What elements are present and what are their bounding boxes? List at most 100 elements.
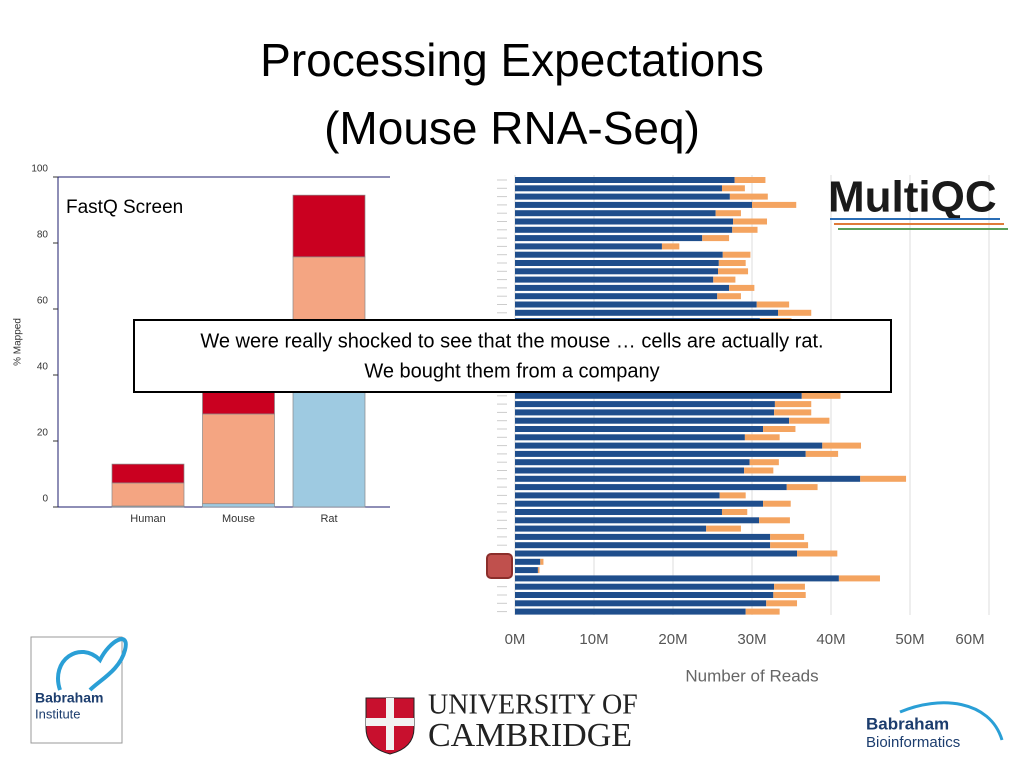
bar-segment [702,235,730,242]
x-tick-label: Human [130,513,165,525]
bar-segment [752,201,797,208]
bar-segment [515,301,757,308]
bar-segment [722,251,751,258]
bar-segment [515,434,745,441]
bar-segment [515,268,719,275]
bar-segment [756,301,790,308]
logo-text: Babraham [866,714,949,733]
bar-segment [515,517,760,524]
bar-segment [515,218,734,225]
x-tick-label: Mouse [222,513,255,525]
y-tick-label: 100 [31,164,48,175]
bar-segment [729,284,755,291]
slide-title: (Mouse RNA-Seq) [324,102,700,154]
bar-segment [515,450,806,457]
bar-segment [733,218,768,225]
y-tick-label: 20 [37,428,49,439]
bar-segment [778,309,812,316]
bar-segment [515,492,720,499]
bar-segment [805,450,839,457]
bar-segment [515,542,771,549]
bar-segment [540,558,544,565]
bar-segment [515,293,718,300]
bar-segment [774,409,812,416]
bar-segment [774,401,812,408]
bar-segment [715,210,741,217]
bar-segment [515,260,719,266]
bar-segment [515,251,723,258]
bar-segment [515,567,538,574]
x-tick-label: 10M [579,631,608,648]
bar-segment [515,201,752,208]
bar-segment [515,392,802,399]
y-tick-label: 40 [37,362,49,373]
y-tick-label: 80 [37,230,49,241]
bar-segment [515,592,774,598]
bar-segment [773,592,806,598]
bar-segment [111,482,185,507]
bar-segment [766,600,798,607]
logo-text: Bioinformatics [866,734,960,751]
multiqc-logo: MultiQC [828,173,1008,230]
bar-segment [515,467,745,474]
bar-segment [515,525,707,532]
babraham-institute-logo: Babraham Institute [30,636,128,744]
x-tick-label: 20M [658,631,687,648]
bar-segment [515,185,722,192]
bar-segment [292,194,366,258]
bar-segment [515,500,764,507]
bar-segment [515,309,779,316]
bar-segment [721,185,745,192]
bar-segment [515,284,730,291]
fastq-screen-chart: 0 20 40 60 80 100 % Mapped FastQ Screen Human Mou… [13,164,390,525]
bar-segment [770,533,805,540]
annotation: FastQ Screen [66,197,183,218]
callout-text: We bought them from a company [364,360,659,382]
bar-segment [763,500,791,507]
bar-segment [729,193,768,200]
bar-segment [515,226,733,233]
multiqc-chart: 0M 10M 20M 30M 40M 50M 60M Number of Reads [497,175,990,685]
slide-title: Processing Expectations [260,34,764,86]
bar-segment [537,567,540,574]
bar-segment [744,467,774,474]
x-tick-label: 60M [955,631,984,648]
bar-segment [515,608,746,615]
y-axis-label: % Mapped [13,318,24,366]
bar-segment [797,550,838,557]
x-tick-label: 40M [816,631,845,648]
bar-segment [759,517,790,524]
bar-segment [515,459,750,466]
logo-text: CAMBRIDGE [428,717,632,754]
y-tick-label: 0 [42,494,48,505]
bar-segment [789,417,830,424]
y-tick-label: 60 [37,296,49,307]
bar-segment [745,608,780,615]
bar-segment [515,210,716,217]
x-axis-label: Number of Reads [685,666,818,685]
cambridge-logo: UNIVERSITY OF CAMBRIDGE [365,689,638,755]
bar-segment [515,193,730,200]
bar-segment [822,442,862,449]
bar-segment [202,413,275,505]
babraham-bioinformatics-logo: Babraham Bioinformatics [866,701,1004,751]
logo-cross [366,718,414,726]
bar-segment [515,475,861,482]
bar-segment [860,475,907,482]
bar-segment [515,177,735,183]
x-tick-label: Rat [320,513,337,525]
bar-segment [515,550,798,557]
logo-text: Institute [35,706,81,721]
bar-segment [749,459,779,466]
bar-segment [515,417,790,424]
bar-segment [774,583,805,590]
bar-segment [515,276,714,283]
bar-segment [111,463,185,484]
bar-segment [713,276,736,283]
highlight-marker [486,553,513,579]
bar-segment [515,235,703,242]
bar-segment [770,542,809,549]
bar-segment [763,426,796,432]
bar-segment [515,426,764,432]
